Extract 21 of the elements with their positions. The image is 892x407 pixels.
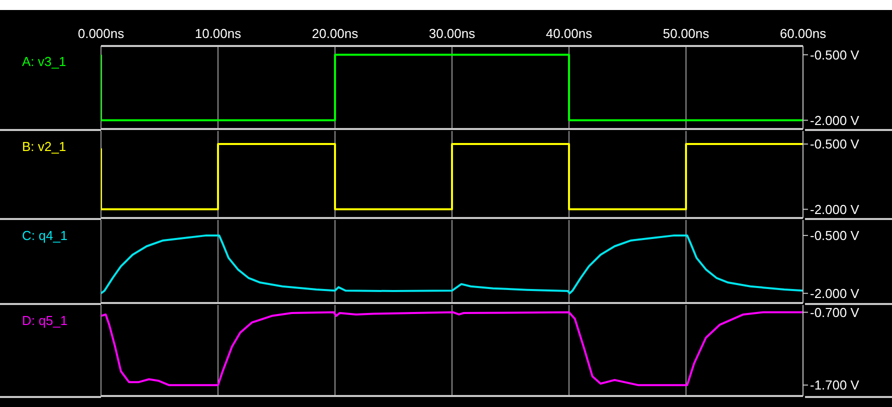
x-tick-label: 60.00ns: [780, 26, 827, 41]
y-tick-label: -2.000 V: [810, 202, 860, 217]
y-tick-label: -2.000 V: [810, 286, 860, 301]
y-tick-label: -0.500 V: [810, 136, 860, 152]
text: D: q5_1: [22, 313, 68, 328]
y-tick-label: -1.700 V: [810, 378, 860, 393]
x-tick-label: 40.00ns: [546, 26, 593, 41]
x-tick-label: 30.00ns: [428, 26, 476, 41]
line-series: [101, 234, 803, 294]
x-tick-label: 50.00ns: [662, 26, 710, 41]
line-series: [101, 311, 803, 386]
text: A: v3_1: [22, 54, 66, 69]
x-tick-label: 0.000ns: [78, 26, 125, 41]
x-tick-label: 10.00ns: [194, 26, 242, 41]
y-tick-label: -0.500 V: [810, 47, 860, 62]
x-tick-label: 20.00ns: [312, 26, 359, 41]
y-tick-label: -2.000 V: [810, 112, 860, 128]
text: C: q4_1: [22, 228, 68, 243]
y-tick-label: -0.500 V: [810, 228, 860, 244]
y-tick-label: -0.700 V: [810, 304, 860, 320]
text: B: v2_1: [22, 139, 66, 154]
